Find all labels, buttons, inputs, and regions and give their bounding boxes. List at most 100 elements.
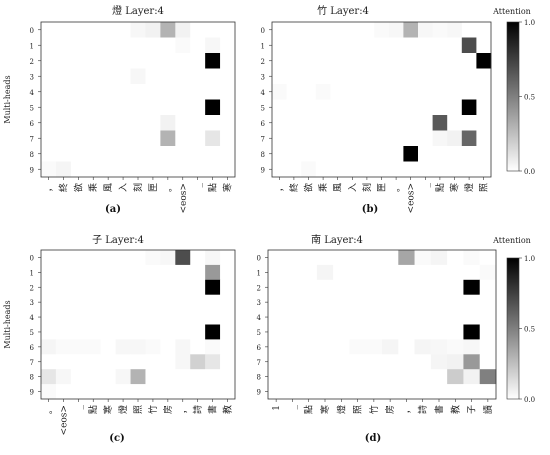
heatmap-cell-r2-c4 <box>333 279 350 295</box>
x-tick-label: 欲 <box>303 183 315 192</box>
heatmap-cell-r2-c6 <box>130 279 146 295</box>
heatmap-cell-r8-c12 <box>463 369 481 385</box>
heatmap-cell-r3-c0 <box>41 68 57 85</box>
heatmap-cell-r7-c5 <box>115 354 131 370</box>
heatmap-cell-r1-c5 <box>115 264 131 281</box>
heatmap-cell-r1-c9 <box>175 264 191 281</box>
heatmap-cell-r1-c7 <box>145 37 161 54</box>
heatmap-cell-r5-c11 <box>432 99 448 116</box>
x-tick-label: 書 <box>433 405 445 414</box>
heatmap-cell-r7-c2 <box>70 130 87 147</box>
heatmap-cell-r5-c5 <box>115 324 131 340</box>
heatmap-cell-r5-c7 <box>145 324 161 340</box>
heatmap-cell-r8-c11 <box>205 146 221 162</box>
heatmap-cell-r5-c4 <box>330 99 346 116</box>
heatmap-cell-r8-c3 <box>85 369 101 385</box>
heatmap-cell-r8-c9 <box>403 146 419 162</box>
heatmap-cell-r2-c6 <box>130 53 146 69</box>
heatmap-cell-r5-c4 <box>333 324 350 340</box>
heatmap-cell-r3-c10 <box>190 294 206 310</box>
heatmap-cell-r1-c9 <box>175 37 191 54</box>
heatmap-cell-r6-c10 <box>418 115 433 131</box>
heatmap-cell-r4-c10 <box>430 309 448 325</box>
heatmap-cell-r4-c11 <box>205 84 221 100</box>
heatmap-cell-r7-c5 <box>345 130 360 147</box>
heatmap-cell-r4-c7 <box>145 84 161 100</box>
heatmap-cell-r4-c3 <box>315 84 331 100</box>
heatmap-cell-r9-c3 <box>315 161 331 178</box>
x-tick-label: 。 <box>45 405 55 414</box>
heatmap-cell-r2-c5 <box>345 53 360 69</box>
heatmap-cell-r4-c0 <box>41 309 57 325</box>
heatmap-cell-r5-c9 <box>414 324 432 340</box>
heatmap-cell-r7-c7 <box>145 130 161 147</box>
heatmap-cell-r1-c3 <box>85 37 101 54</box>
x-tick-label: 刻 <box>132 183 144 192</box>
heatmap-cell-r3-c1 <box>55 294 72 310</box>
heatmap-cell-r1-c13 <box>479 264 497 281</box>
x-tick-label: 1 <box>272 405 282 411</box>
heatmap-cell-r7-c8 <box>160 354 176 370</box>
heatmap-cell-r5-c6 <box>130 324 146 340</box>
x-tick-label: ， <box>179 405 189 414</box>
heatmap-cell-r5-c8 <box>398 324 415 340</box>
heatmap-cell-r1-c12 <box>447 37 463 54</box>
heatmap-cell-r4-c10 <box>190 309 206 325</box>
heatmap-cell-r1-c2 <box>301 37 317 54</box>
heatmap-cell-r4-c12 <box>220 309 236 325</box>
heatmap-cell-r0-c6 <box>130 250 146 266</box>
heatmap-cell-r0-c12 <box>220 22 236 38</box>
heatmap-cell-r7-c12 <box>463 354 481 370</box>
heatmap-cell-r8-c4 <box>100 146 116 162</box>
heatmap-cell-r0-c7 <box>145 22 161 38</box>
heatmap-cell-r5-c6 <box>130 99 146 116</box>
heatmap-cell-r8-c2 <box>70 146 87 162</box>
heatmap-cell-r8-c8 <box>398 369 415 385</box>
heatmap-cell-r8-c8 <box>160 369 176 385</box>
heatmap-cell-r6-c3 <box>85 339 101 355</box>
heatmap-cell-r2-c7 <box>145 53 161 69</box>
heatmap-cell-r2-c8 <box>160 53 176 69</box>
heatmap-cell-r0-c9 <box>414 250 432 266</box>
heatmap-cell-r7-c9 <box>175 354 191 370</box>
heatmap-cell-r9-c0 <box>272 161 287 178</box>
heatmap-cell-r0-c6 <box>365 250 383 266</box>
heatmap-cell-r8-c8 <box>388 146 404 162</box>
heatmap-cell-r3-c12 <box>220 68 236 85</box>
heatmap-cell-r1-c1 <box>55 264 72 281</box>
heatmap-cell-r0-c5 <box>115 22 131 38</box>
heatmap-cell-r3-c1 <box>284 294 301 310</box>
heatmap-cell-r4-c8 <box>160 309 176 325</box>
heatmap-cell-r1-c4 <box>333 264 350 281</box>
x-tick-label: 寒 <box>222 183 234 192</box>
x-tick-label: ， <box>275 183 285 192</box>
heatmap-cell-r5-c1 <box>286 99 302 116</box>
heatmap-cell-r4-c5 <box>115 309 131 325</box>
x-tick-label: 。 <box>392 183 402 192</box>
heatmap-cell-r0-c12 <box>463 250 481 266</box>
heatmap-cell-r4-c2 <box>300 309 318 325</box>
heatmap-cell-r1-c10 <box>190 37 206 54</box>
heatmap-cell-r1-c0 <box>268 264 285 281</box>
heatmap-cell-r6-c10 <box>430 339 448 355</box>
heatmap-cell-r1-c4 <box>330 37 346 54</box>
heatmap-cell-r5-c12 <box>447 99 463 116</box>
heatmap-cell-r7-c11 <box>205 354 221 370</box>
x-tick-label: 照 <box>479 183 490 192</box>
heatmap-cell-r3-c14 <box>476 68 492 85</box>
panel-title: 子 Layer:4 <box>92 234 144 246</box>
heatmap-cell-r8-c1 <box>286 146 302 162</box>
heatmap-cell-r9-c4 <box>333 384 350 400</box>
x-tick-label: 竹 <box>368 405 380 414</box>
heatmap-cell-r0-c1 <box>284 250 301 266</box>
y-tick-label: 1 <box>30 42 34 50</box>
heatmap-cell-r9-c9 <box>175 384 191 400</box>
heatmap-cell-r0-c0 <box>268 250 285 266</box>
x-tick-label: 照 <box>133 405 144 414</box>
heatmap-cell-r4-c5 <box>345 84 360 100</box>
y-tick-label: 4 <box>30 89 35 97</box>
heatmap-cell-r2-c2 <box>300 279 318 295</box>
colorbar-gradient <box>506 257 520 400</box>
heatmap-cell-r1-c10 <box>430 264 448 281</box>
heatmap-cell-r5-c0 <box>41 99 57 116</box>
